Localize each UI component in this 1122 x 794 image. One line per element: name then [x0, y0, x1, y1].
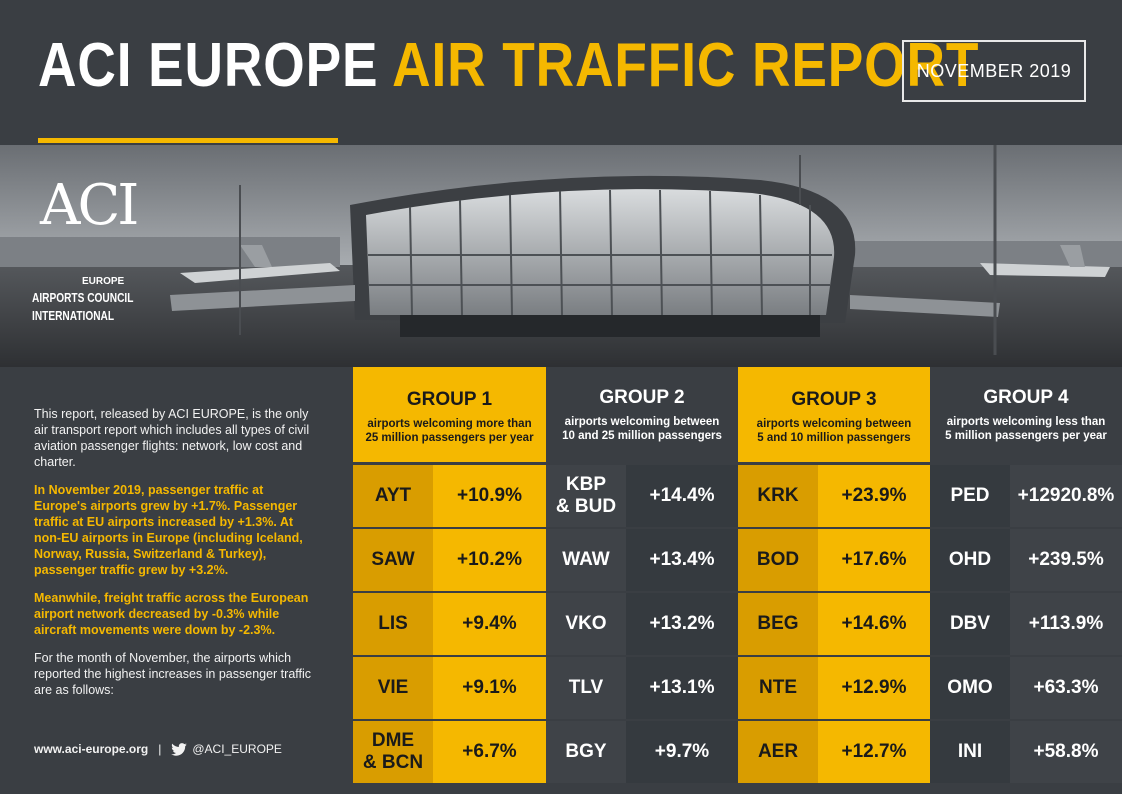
aci-logo: ACI EUROPE AIRPORTS COUNCIL INTERNATIONA…	[28, 178, 139, 333]
growth-percentage: +12.7%	[818, 721, 930, 783]
intro-paragraph-2: In November 2019, passenger traffic at E…	[34, 483, 303, 577]
group-2-desc-2: 10 and 25 million passengers	[562, 430, 722, 442]
growth-percentage: +12.9%	[818, 657, 930, 719]
logo-line-1: AIRPORTS COUNCIL	[32, 290, 134, 305]
growth-percentage: +10.2%	[433, 529, 546, 591]
growth-percentage: +23.9%	[818, 465, 930, 527]
growth-percentage: +9.1%	[433, 657, 546, 719]
logo-line-2: INTERNATIONAL	[32, 308, 115, 323]
airport-code: BGY	[546, 721, 626, 783]
growth-percentage: +9.4%	[433, 593, 546, 655]
group-3-desc-2: 5 and 10 million passengers	[757, 432, 911, 444]
intro-paragraph-3: Meanwhile, freight traffic across the Eu…	[34, 591, 309, 637]
group-2-desc-1: airports welcoming between	[564, 416, 720, 428]
airport-code: NTE	[738, 657, 818, 719]
group-3-name: GROUP 3	[791, 389, 877, 410]
airport-code: KRK	[738, 465, 818, 527]
airport-code: LIS	[353, 593, 433, 655]
airport-code: DBV	[930, 593, 1010, 655]
report-date: NOVEMBER 2019	[902, 40, 1086, 102]
growth-percentage: +13.4%	[626, 529, 738, 591]
growth-percentage: +13.2%	[626, 593, 738, 655]
airport-code: WAW	[546, 529, 626, 591]
group-4-desc-2: 5 million passengers per year	[945, 430, 1107, 442]
website-link[interactable]: www.aci-europe.org	[34, 742, 149, 756]
group-4-header: GROUP 4 airports welcoming less than 5 m…	[930, 367, 1122, 462]
growth-percentage: +9.7%	[626, 721, 738, 783]
group-1-desc-2: 25 million passengers per year	[365, 432, 534, 444]
airport-code: OHD	[930, 529, 1010, 591]
growth-percentage: +10.9%	[433, 465, 546, 527]
title-yellow: AIR TRAFFIC REPORT	[392, 31, 980, 100]
growth-percentage: +13.1%	[626, 657, 738, 719]
intro-paragraph-1: This report, released by ACI EUROPE, is …	[34, 407, 310, 469]
twitter-icon	[171, 742, 188, 756]
group-1-header: GROUP 1 airports welcoming more than 25 …	[353, 367, 546, 462]
logo-mark: ACI	[40, 173, 139, 238]
intro-text: This report, released by ACI EUROPE, is …	[34, 406, 312, 710]
report-title: ACI EUROPE AIR TRAFFIC REPORT	[38, 30, 979, 110]
airport-code: SAW	[353, 529, 433, 591]
footer-separator: |	[158, 742, 162, 756]
airport-code: VIE	[353, 657, 433, 719]
growth-percentage: +12920.8%	[1010, 465, 1122, 527]
airport-code: PED	[930, 465, 1010, 527]
airport-code: BOD	[738, 529, 818, 591]
airport-code: KBP & BUD	[546, 465, 626, 527]
twitter-handle[interactable]: @ACI_EUROPE	[192, 742, 282, 756]
title-white: ACI EUROPE	[38, 31, 379, 100]
logo-region: EUROPE	[82, 276, 125, 287]
airport-terminal-photo	[0, 145, 1122, 367]
growth-percentage: +14.6%	[818, 593, 930, 655]
group-3-header: GROUP 3 airports welcoming between 5 and…	[738, 367, 930, 462]
airport-code: INI	[930, 721, 1010, 783]
growth-percentage: +239.5%	[1010, 529, 1122, 591]
group-1-name: GROUP 1	[406, 389, 493, 410]
airport-code: TLV	[546, 657, 626, 719]
growth-percentage: +14.4%	[626, 465, 738, 527]
airport-code: VKO	[546, 593, 626, 655]
growth-percentage: +63.3%	[1010, 657, 1122, 719]
airport-code: OMO	[930, 657, 1010, 719]
airport-code: BEG	[738, 593, 818, 655]
footer: www.aci-europe.org | @ACI_EUROPE	[34, 742, 282, 756]
group-4-name: GROUP 4	[983, 387, 1069, 408]
airport-code: AYT	[353, 465, 433, 527]
group-4-desc-1: airports welcoming less than	[946, 416, 1106, 428]
growth-percentage: +17.6%	[818, 529, 930, 591]
airport-code: AER	[738, 721, 818, 783]
growth-percentage: +6.7%	[433, 721, 546, 783]
growth-percentage: +113.9%	[1010, 593, 1122, 655]
group-1-desc-1: airports welcoming more than	[367, 418, 532, 430]
title-underline	[38, 138, 338, 143]
growth-percentage: +58.8%	[1010, 721, 1122, 783]
group-2-name: GROUP 2	[599, 387, 685, 408]
airport-code: DME & BCN	[353, 721, 433, 783]
group-2-header: GROUP 2 airports welcoming between 10 an…	[546, 367, 738, 462]
group-3-desc-1: airports welcoming between	[756, 418, 912, 430]
intro-paragraph-4: For the month of November, the airports …	[34, 651, 312, 697]
